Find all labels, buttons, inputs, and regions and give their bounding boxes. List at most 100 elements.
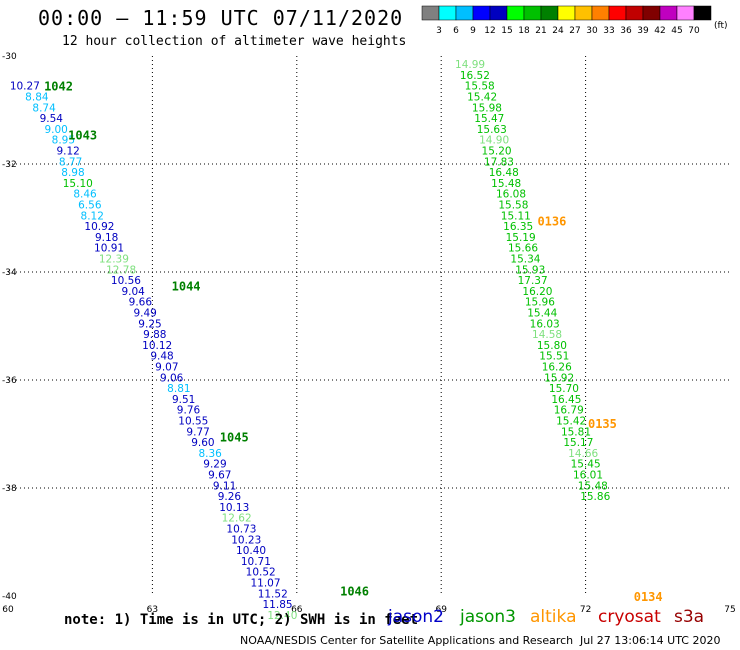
swh-value: 10.13 — [219, 502, 249, 514]
swh-value: 16.20 — [522, 286, 552, 298]
swh-value: 17.37 — [518, 275, 548, 287]
swh-value: 16.79 — [554, 405, 584, 417]
swh-value: 9.00 — [44, 124, 67, 136]
swh-value: 9.29 — [203, 459, 226, 471]
swh-value: 15.10 — [63, 178, 93, 190]
swh-value: 8.12 — [81, 210, 104, 222]
swh-value: 12.78 — [106, 264, 136, 276]
legend-jason2: jason2 — [388, 607, 444, 627]
scale-label: 27 — [569, 26, 580, 36]
swh-value: 15.93 — [515, 264, 545, 276]
swh-value: 9.07 — [155, 362, 178, 374]
scale-swatch — [455, 5, 474, 21]
swh-value: 15.47 — [474, 113, 504, 125]
pass-label: 1042 — [44, 80, 73, 94]
scale-unit: (ft) — [714, 21, 728, 31]
swh-value: 15.98 — [472, 102, 502, 114]
swh-value: 10.12 — [142, 340, 172, 352]
swh-value: 9.12 — [56, 146, 79, 158]
swh-value: 15.42 — [556, 416, 586, 428]
swh-value: 12.40 — [267, 610, 297, 622]
legend-cryosat: cryosat — [598, 607, 661, 627]
swh-value: 16.52 — [460, 70, 490, 82]
scale-swatch — [438, 5, 457, 21]
swh-value: 6.56 — [78, 200, 102, 212]
y-tick-label: -38 — [2, 484, 17, 494]
swh-value: 9.04 — [121, 286, 145, 298]
swh-value: 10.27 — [10, 81, 40, 93]
swh-value: 9.67 — [208, 470, 231, 482]
swh-value: 15.48 — [491, 178, 521, 190]
pass-label: 0136 — [537, 215, 566, 229]
swh-value: 8.36 — [198, 448, 222, 460]
swh-value: 15.44 — [527, 308, 557, 320]
swh-value: 15.92 — [544, 372, 574, 384]
scale-swatch — [676, 5, 695, 21]
legend-s3a: s3a — [674, 607, 705, 627]
timestamp: Jul 27 13:06:14 UTC 2020 — [580, 634, 721, 647]
swh-value: 17.83 — [484, 156, 514, 168]
pass-label: 1044 — [172, 280, 201, 294]
scale-swatch — [472, 5, 491, 21]
scale-swatch — [540, 5, 559, 21]
swh-value: 16.35 — [503, 221, 533, 233]
swh-value: 16.45 — [551, 394, 581, 406]
y-tick-label: -36 — [2, 376, 17, 386]
swh-value: 8.81 — [167, 383, 190, 395]
swh-value: 9.60 — [191, 437, 214, 449]
scale-label: 33 — [603, 26, 614, 36]
scale-label: 18 — [518, 26, 530, 36]
credit-line: NOAA/NESDIS Center for Satellite Applica… — [240, 634, 574, 647]
swh-value: 10.92 — [84, 221, 114, 233]
swh-value: 8.46 — [73, 189, 97, 201]
pass-label: 0134 — [634, 590, 663, 604]
scale-label: 39 — [637, 26, 649, 36]
swh-value: 9.18 — [95, 232, 118, 244]
swh-value: 9.76 — [177, 405, 201, 417]
swh-value: 10.73 — [226, 524, 256, 536]
x-tick-label: 75 — [724, 605, 735, 615]
swh-value: 15.80 — [537, 340, 567, 352]
swh-value: 15.17 — [563, 437, 593, 449]
swh-value: 16.08 — [496, 189, 526, 201]
swh-value: 15.20 — [482, 146, 512, 158]
scale-label: 30 — [586, 26, 598, 36]
swh-value: 8.77 — [59, 156, 82, 168]
footer-note: note: 1) Time is in UTC; 2) SWH is in fe… — [64, 612, 419, 628]
scale-swatch — [574, 5, 593, 21]
swh-value: 15.63 — [477, 124, 507, 136]
scale-swatch — [591, 5, 610, 21]
scale-swatch — [557, 5, 576, 21]
swh-value: 15.19 — [506, 232, 536, 244]
swh-value: 12.39 — [99, 254, 129, 266]
scale-label: 42 — [654, 26, 665, 36]
scale-swatch — [608, 5, 627, 21]
swh-value: 8.74 — [32, 102, 56, 114]
pass-label: 1045 — [220, 431, 249, 445]
y-tick-label: -34 — [2, 268, 17, 278]
scale-swatch — [642, 5, 661, 21]
page-title: 00:00 – 11:59 UTC 07/11/2020 — [38, 6, 404, 30]
swh-value: 9.49 — [133, 308, 156, 320]
swh-value: 10.55 — [178, 416, 208, 428]
x-tick-label: 72 — [580, 605, 591, 615]
scale-swatch — [489, 5, 508, 21]
swh-value: 14.58 — [532, 329, 562, 341]
x-tick-label: 66 — [291, 605, 303, 615]
swh-value: 15.58 — [465, 81, 495, 93]
scale-swatch — [421, 5, 440, 21]
swh-value: 16.01 — [573, 470, 603, 482]
x-tick-label: 60 — [2, 605, 14, 615]
swh-value: 11.85 — [263, 599, 293, 611]
swh-value: 15.51 — [539, 351, 569, 363]
pass-label: 1043 — [68, 128, 97, 142]
swh-value: 15.81 — [561, 426, 591, 438]
swh-value: 10.56 — [111, 275, 141, 287]
swh-value: 8.98 — [61, 167, 84, 179]
swh-value: 10.52 — [246, 567, 276, 579]
swh-value: 9.88 — [143, 329, 166, 341]
swh-value: 10.40 — [236, 545, 266, 557]
swh-value: 14.90 — [479, 135, 509, 147]
scale-swatch — [659, 5, 678, 21]
